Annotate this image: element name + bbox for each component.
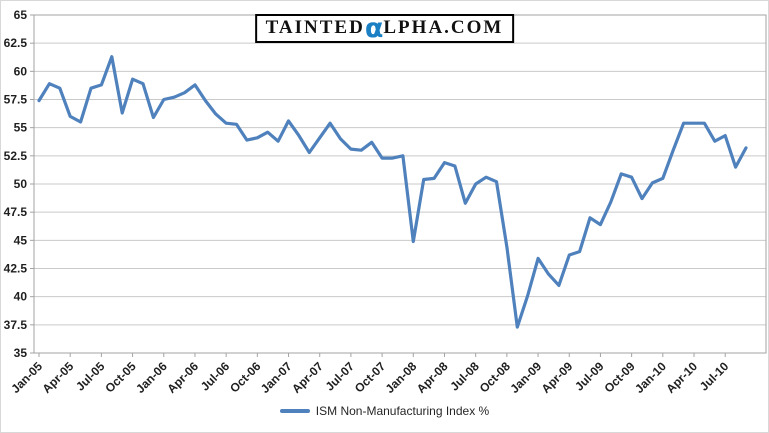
y-axis-label: 62.5 bbox=[4, 36, 28, 50]
chart-legend: ISM Non-Manufacturing Index % bbox=[1, 404, 768, 418]
x-axis-label: Jul-08 bbox=[447, 359, 482, 394]
x-axis-label: Oct-07 bbox=[352, 359, 389, 396]
legend-label: ISM Non-Manufacturing Index % bbox=[315, 404, 490, 418]
legend-line-swatch bbox=[279, 409, 310, 413]
x-axis-label: Apr-06 bbox=[164, 359, 201, 396]
x-axis-label: Jul-06 bbox=[198, 359, 233, 394]
y-axis-label: 57.5 bbox=[4, 93, 28, 107]
x-axis-label: Jan-06 bbox=[133, 359, 170, 396]
x-axis-label: Jan-09 bbox=[507, 359, 544, 396]
taintedalpha-logo: TAINTEDαLPHA.COM bbox=[254, 13, 515, 44]
y-axis-label: 60 bbox=[14, 64, 28, 78]
x-axis-label: Apr-10 bbox=[663, 359, 700, 396]
y-axis-label: 40 bbox=[14, 290, 28, 304]
x-axis-label: Jan-07 bbox=[258, 359, 295, 396]
x-axis-label: Jan-08 bbox=[383, 359, 420, 396]
x-axis-label: Jul-10 bbox=[697, 359, 732, 394]
x-axis-label: Oct-08 bbox=[477, 359, 514, 396]
y-axis-label: 42.5 bbox=[4, 262, 28, 276]
y-axis-label: 45 bbox=[14, 233, 28, 247]
y-axis-label: 50 bbox=[14, 177, 28, 191]
y-axis-label: 47.5 bbox=[4, 205, 28, 219]
y-axis-label: 52.5 bbox=[4, 149, 28, 163]
x-axis-label: Jul-07 bbox=[323, 359, 358, 394]
x-axis-label: Oct-05 bbox=[102, 359, 139, 396]
x-axis-label: Apr-08 bbox=[414, 359, 451, 396]
y-axis-label: 37.5 bbox=[4, 318, 28, 332]
logo-text-suffix: LPHA.COM bbox=[383, 17, 504, 38]
x-axis-label: Apr-05 bbox=[40, 359, 77, 396]
logo-alpha-icon: α bbox=[364, 13, 384, 44]
x-axis-label: Apr-07 bbox=[289, 359, 326, 396]
x-axis-label: Jan-05 bbox=[8, 359, 45, 396]
x-axis-label: Oct-06 bbox=[227, 359, 264, 396]
x-axis-label: Apr-09 bbox=[539, 359, 576, 396]
x-axis-label: Jul-05 bbox=[73, 359, 108, 394]
y-axis-label: 35 bbox=[14, 346, 28, 360]
y-axis-label: 65 bbox=[14, 8, 28, 22]
x-axis-label: Jan-10 bbox=[632, 359, 669, 396]
y-axis-label: 55 bbox=[14, 121, 28, 135]
logo-text-prefix: TAINTED bbox=[265, 17, 365, 38]
x-axis-label: Jul-09 bbox=[572, 359, 607, 394]
x-axis-label: Oct-09 bbox=[601, 359, 638, 396]
series-line bbox=[37, 55, 748, 329]
